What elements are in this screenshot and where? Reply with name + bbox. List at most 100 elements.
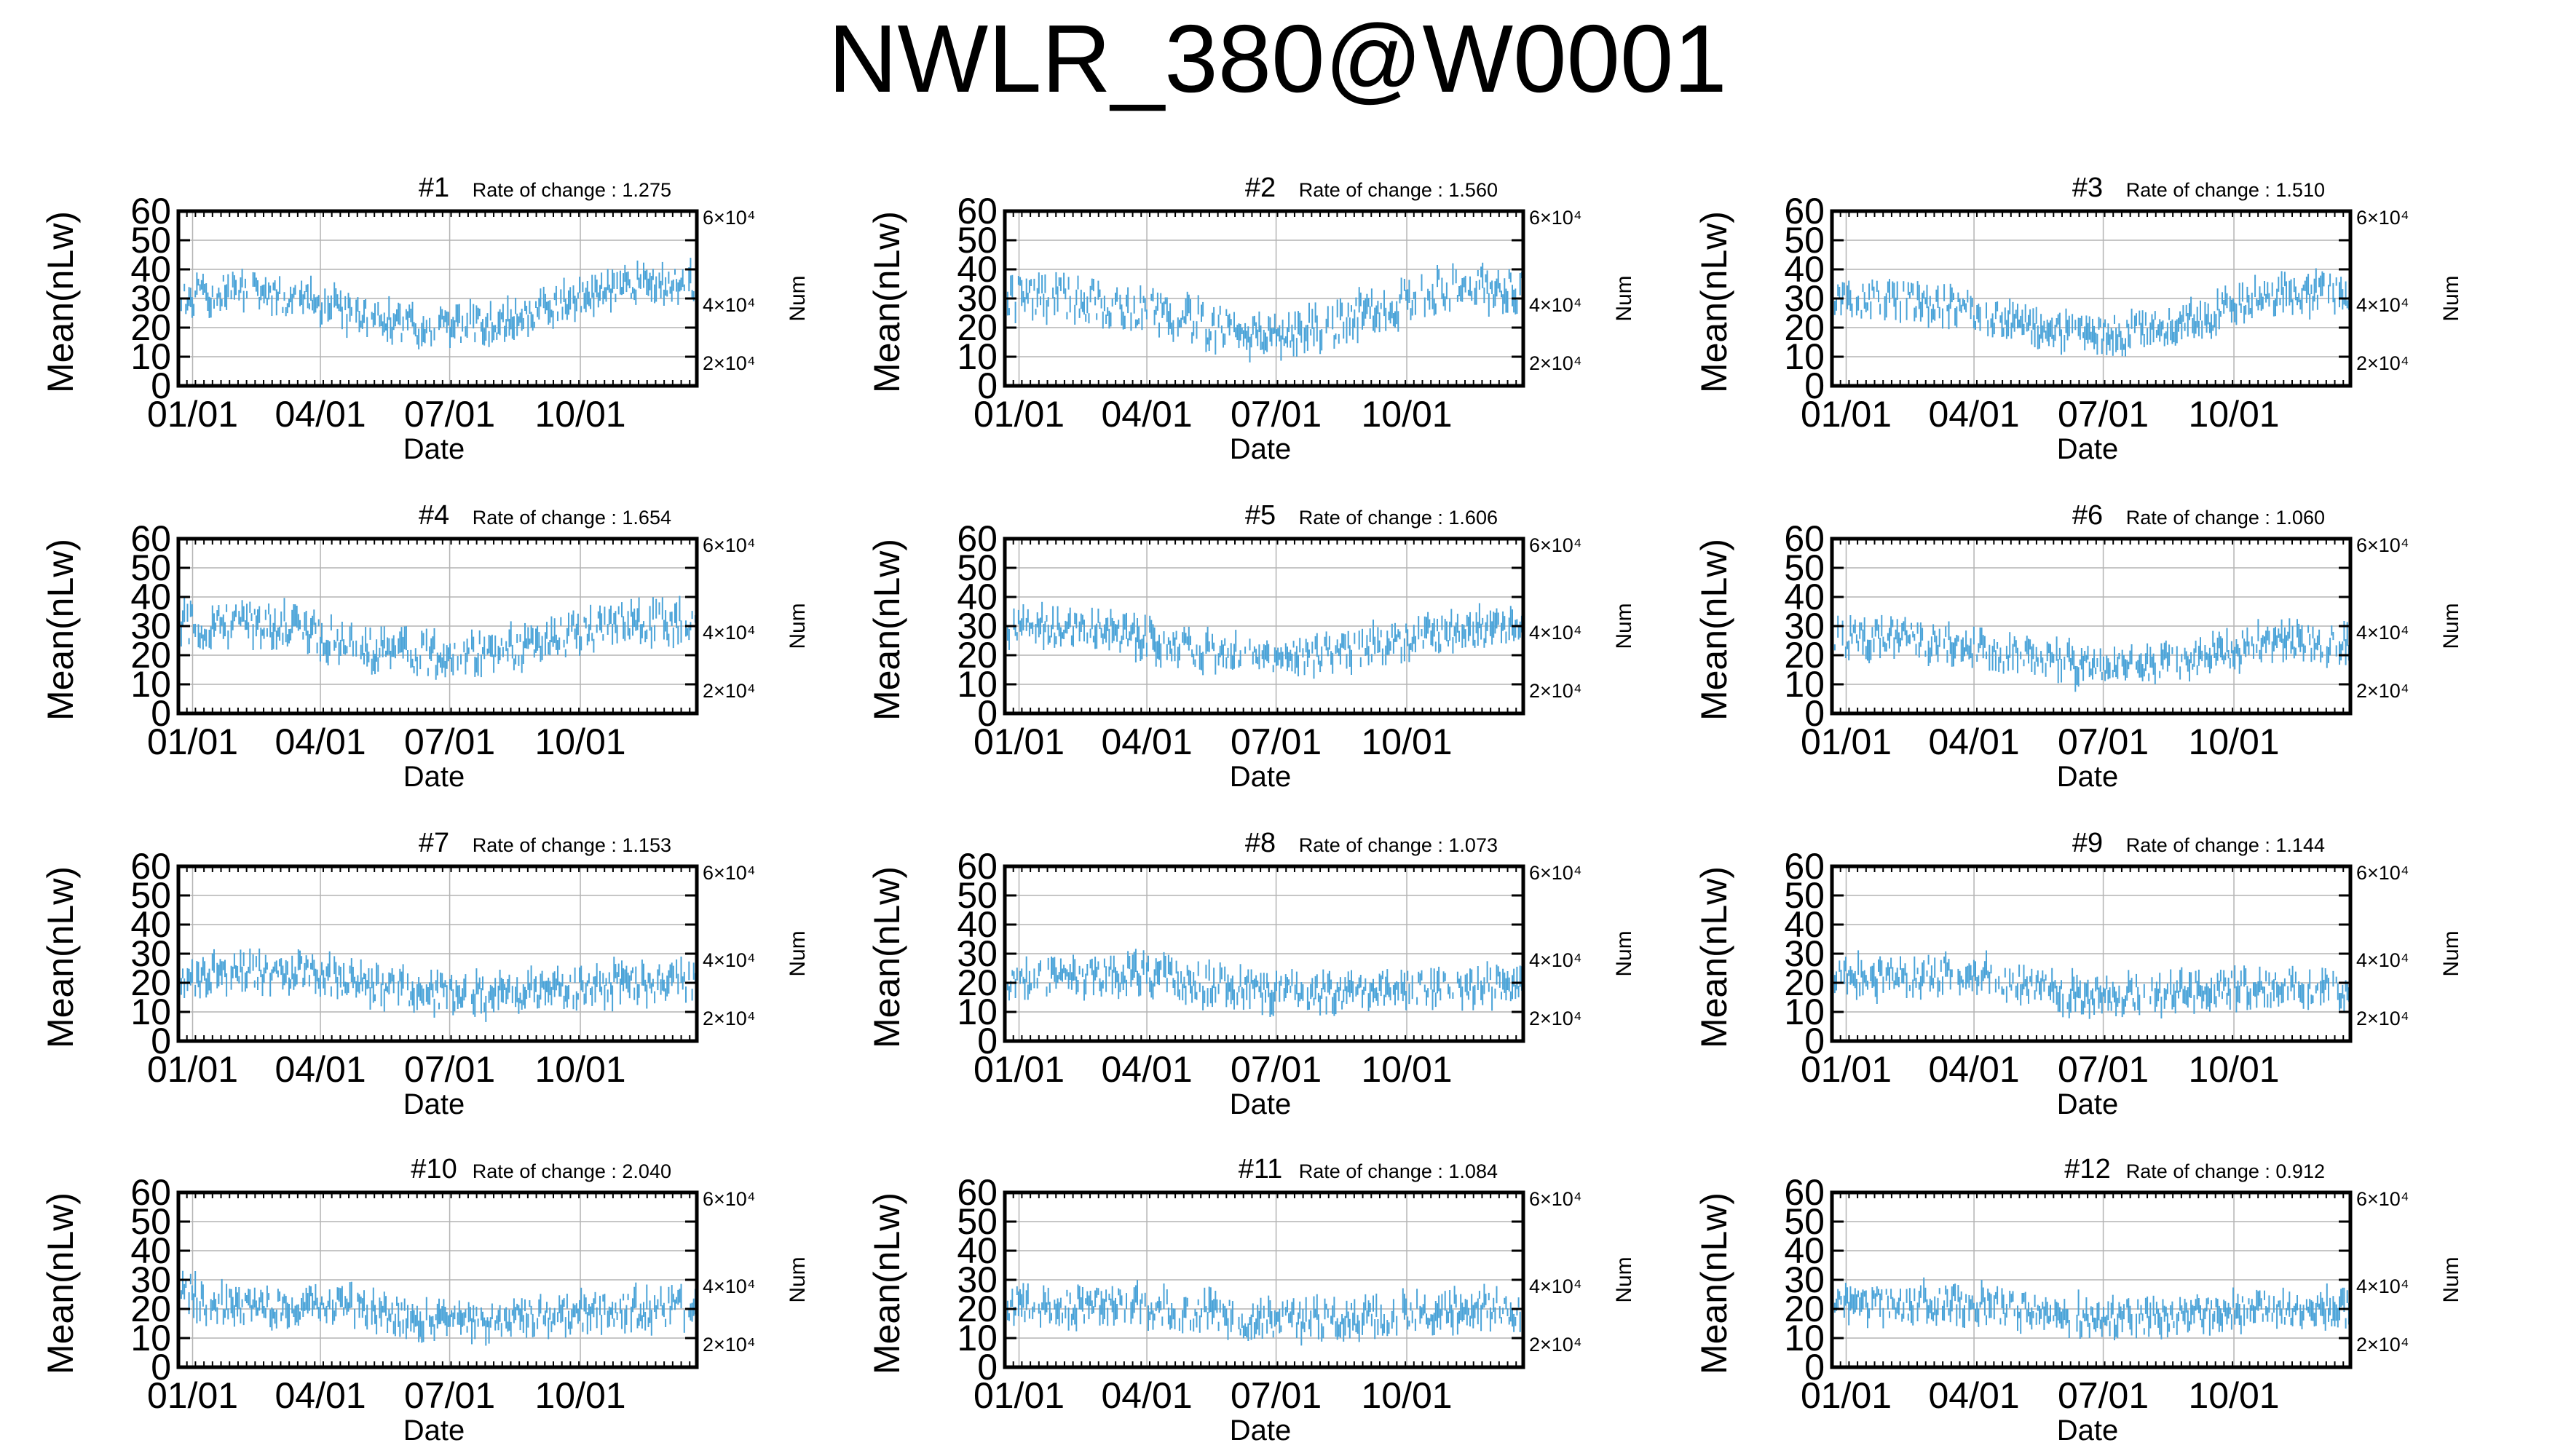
- y-tick-label: 10: [1784, 992, 1825, 1032]
- x-axis-label: Date: [2057, 761, 2119, 793]
- y-tick-label: 50: [957, 547, 998, 588]
- y-tick-label: 0: [1804, 365, 1825, 406]
- y2-tick-label: 2×10⁴: [2356, 680, 2409, 702]
- y-tick-label: 60: [130, 518, 171, 559]
- y-tick-label: 40: [1784, 904, 1825, 945]
- y-tick-label: 0: [977, 365, 998, 406]
- y-axis-label: Mean(nLw): [1694, 211, 1734, 393]
- x-tick-label: 07/01: [1231, 394, 1322, 435]
- y2-tick-label: 4×10⁴: [1529, 949, 1581, 971]
- y-tick-label: 20: [130, 1289, 171, 1329]
- x-tick-label: 04/01: [1929, 721, 2020, 762]
- y-tick-label: 10: [1784, 664, 1825, 705]
- rate-of-change-label: Rate of change : 1.153: [473, 834, 671, 856]
- x-tick-label: 07/01: [2058, 1049, 2149, 1090]
- x-tick-label: 04/01: [275, 721, 366, 762]
- panel-title: #10: [411, 1154, 457, 1184]
- x-tick-label: 10/01: [2188, 721, 2279, 762]
- x-axis-label: Date: [403, 1415, 465, 1447]
- x-tick-label: 01/01: [147, 721, 238, 762]
- x-tick-label: 04/01: [275, 394, 366, 435]
- y2-tick-label: 4×10⁴: [1529, 622, 1581, 644]
- y-tick-label: 50: [130, 1201, 171, 1242]
- y2-tick-label: 6×10⁴: [2356, 534, 2409, 556]
- y-tick-label: 60: [1784, 191, 1825, 232]
- panel-title: #1: [419, 173, 449, 203]
- y2-tick-label: 6×10⁴: [2356, 862, 2409, 884]
- y-axis-label: Mean(nLw): [866, 866, 907, 1048]
- panel-title: #8: [1245, 828, 1276, 858]
- y-axis-label: Mean(nLw): [40, 866, 81, 1048]
- x-tick-label: 01/01: [974, 721, 1065, 762]
- y2-axis-label: Num: [786, 275, 810, 321]
- rate-of-change-label: Rate of change : 1.073: [1299, 834, 1498, 856]
- y-axis-label: Mean(nLw): [866, 211, 907, 393]
- y-tick-label: 60: [130, 191, 171, 232]
- x-tick-label: 10/01: [2188, 394, 2279, 435]
- x-tick-label: 10/01: [1361, 394, 1452, 435]
- y-axis-label: Mean(nLw): [40, 539, 81, 721]
- x-tick-label: 07/01: [1231, 1049, 1322, 1090]
- y2-tick-label: 2×10⁴: [1529, 1008, 1581, 1029]
- y-tick-label: 20: [957, 962, 998, 1003]
- y2-tick-label: 4×10⁴: [2356, 622, 2409, 644]
- panel-title: #7: [419, 828, 449, 858]
- y2-tick-label: 6×10⁴: [703, 862, 755, 884]
- rate-of-change-label: Rate of change : 1.275: [473, 179, 671, 201]
- y-tick-label: 40: [130, 904, 171, 945]
- y-tick-label: 40: [957, 904, 998, 945]
- rate-of-change-label: Rate of change : 1.606: [1299, 507, 1498, 529]
- y-axis-label: Mean(nLw): [40, 211, 81, 393]
- y2-tick-label: 2×10⁴: [703, 680, 755, 702]
- y2-axis-label: Num: [1612, 275, 1636, 321]
- y-tick-label: 60: [1784, 518, 1825, 559]
- y-tick-label: 10: [130, 992, 171, 1032]
- x-axis-label: Date: [1230, 1088, 1292, 1120]
- y-tick-label: 40: [1784, 577, 1825, 617]
- x-tick-label: 07/01: [1231, 721, 1322, 762]
- y-tick-label: 20: [130, 635, 171, 676]
- x-tick-label: 01/01: [974, 1049, 1065, 1090]
- y2-tick-label: 6×10⁴: [1529, 862, 1581, 884]
- x-tick-label: 10/01: [1361, 721, 1452, 762]
- y-tick-label: 30: [1784, 278, 1825, 319]
- y-tick-label: 40: [130, 249, 171, 290]
- y-tick-label: 50: [957, 220, 998, 261]
- panel-title: #5: [1245, 500, 1276, 531]
- y-tick-label: 50: [1784, 220, 1825, 261]
- x-axis-label: Date: [1230, 433, 1292, 465]
- y-tick-label: 60: [957, 191, 998, 232]
- y-tick-label: 50: [130, 220, 171, 261]
- x-tick-label: 04/01: [1929, 394, 2020, 435]
- y-tick-label: 0: [977, 693, 998, 734]
- panel-title: #3: [2072, 173, 2103, 203]
- y-axis-label: Mean(nLw): [1694, 866, 1734, 1048]
- y-tick-label: 30: [130, 933, 171, 974]
- y-tick-label: 50: [957, 875, 998, 916]
- y-tick-label: 20: [1784, 962, 1825, 1003]
- panel-title: #9: [2072, 828, 2103, 858]
- y-tick-label: 30: [957, 933, 998, 974]
- x-tick-label: 04/01: [1929, 1049, 2020, 1090]
- x-tick-label: 04/01: [275, 1049, 366, 1090]
- y2-tick-label: 2×10⁴: [2356, 352, 2409, 374]
- x-tick-label: 07/01: [404, 721, 495, 762]
- y2-axis-label: Num: [786, 930, 810, 976]
- y-tick-label: 30: [957, 606, 998, 646]
- y-tick-label: 0: [151, 1347, 171, 1388]
- y-tick-label: 10: [130, 336, 171, 377]
- x-tick-label: 01/01: [1801, 394, 1892, 435]
- y-tick-label: 10: [957, 992, 998, 1032]
- x-tick-label: 01/01: [147, 1049, 238, 1090]
- page-title: NWLR_380@W0001: [828, 5, 1727, 112]
- y-tick-label: 30: [957, 278, 998, 319]
- x-tick-label: 07/01: [404, 1375, 495, 1416]
- y2-tick-label: 2×10⁴: [1529, 352, 1581, 374]
- y2-tick-label: 2×10⁴: [2356, 1008, 2409, 1029]
